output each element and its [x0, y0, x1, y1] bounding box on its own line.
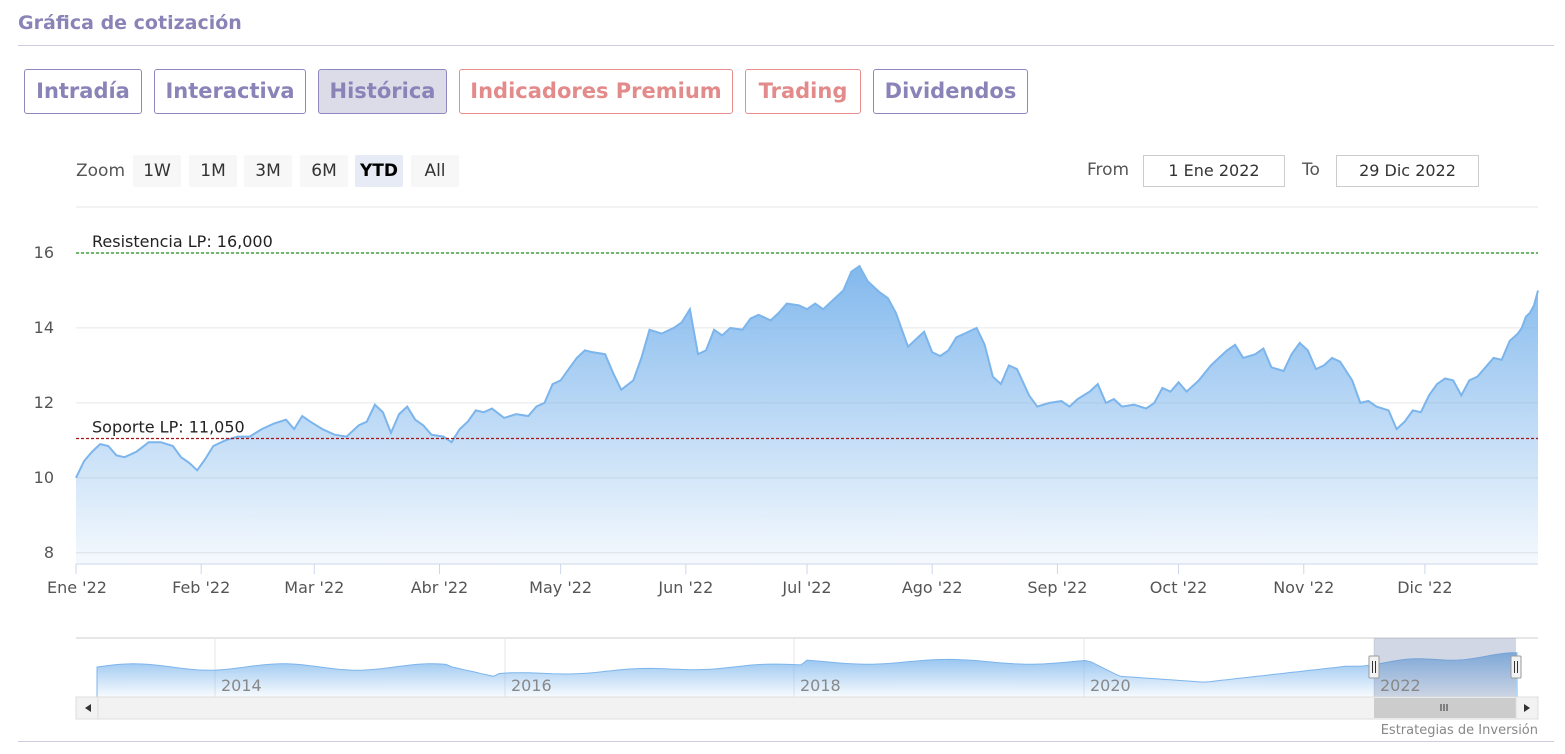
navigator-left-handle[interactable]	[1368, 655, 1380, 679]
from-date-input[interactable]: 1 Ene 2022	[1143, 155, 1285, 187]
y-tick-label: 10	[34, 468, 54, 487]
navigator-year-label: 2016	[511, 676, 552, 695]
x-tick-label: Nov '22	[1273, 578, 1334, 597]
y-tick-label: 12	[34, 393, 54, 412]
x-tick-label: Ago '22	[902, 578, 963, 597]
price-area	[76, 266, 1538, 564]
y-tick-label: 8	[44, 543, 54, 562]
title-divider	[18, 45, 1554, 46]
resistance-label: Resistencia LP: 16,000	[92, 232, 273, 251]
to-date-input[interactable]: 29 Dic 2022	[1336, 155, 1479, 187]
tab-trading[interactable]: Trading	[745, 69, 861, 114]
x-tick-label: Dic '22	[1397, 578, 1452, 597]
zoom-button-all[interactable]: All	[411, 155, 459, 187]
zoom-button-ytd[interactable]: YTD	[355, 155, 403, 187]
tab-historica[interactable]: Histórica	[318, 69, 447, 114]
navigator-year-label: 2020	[1090, 676, 1131, 695]
tab-indicadores-premium[interactable]: Indicadores Premium	[459, 69, 733, 114]
zoom-button-6m[interactable]: 6M	[300, 155, 348, 187]
navigator-series	[96, 652, 1518, 698]
arrow-left-icon	[85, 704, 91, 712]
navigator-right-handle[interactable]	[1510, 655, 1522, 679]
navigator-selection[interactable]	[1374, 638, 1516, 697]
section-title: Gráfica de cotización	[18, 12, 242, 34]
zoom-button-3m[interactable]: 3M	[244, 155, 292, 187]
x-tick-label: May '22	[529, 578, 592, 597]
scrollbar-thumb[interactable]	[1374, 698, 1516, 718]
zoom-label: Zoom	[76, 161, 126, 181]
y-tick-label: 16	[34, 243, 54, 262]
bottom-divider	[18, 741, 1554, 742]
navigator-year-label: 2022	[1380, 676, 1421, 695]
tab-intradia[interactable]: Intradía	[24, 69, 142, 114]
scrollbar[interactable]	[75, 696, 1539, 720]
zoom-button-1m[interactable]: 1M	[189, 155, 237, 187]
x-tick-label: Mar '22	[284, 578, 344, 597]
navigator-year-label: 2018	[800, 676, 841, 695]
x-tick-label: Abr '22	[411, 578, 469, 597]
navigator-year-label: 2014	[221, 676, 262, 695]
chart-credits[interactable]: Estrategias de Inversión	[1381, 723, 1538, 738]
arrow-right-icon	[1524, 704, 1530, 712]
zoom-button-1w[interactable]: 1W	[133, 155, 181, 187]
tab-interactiva[interactable]: Interactiva	[154, 69, 306, 114]
price-line	[75, 264, 1539, 479]
to-label: To	[1302, 160, 1320, 180]
x-tick-label: Jul '22	[781, 578, 831, 597]
support-label: Soporte LP: 11,050	[92, 417, 245, 436]
x-tick-label: Oct '22	[1150, 578, 1208, 597]
x-tick-label: Ene '22	[47, 578, 107, 597]
x-tick-label: Feb '22	[172, 578, 230, 597]
tab-dividendos[interactable]: Dividendos	[873, 69, 1028, 114]
from-label: From	[1087, 160, 1130, 180]
x-tick-label: Sep '22	[1027, 578, 1087, 597]
y-tick-label: 14	[34, 318, 54, 337]
navigator[interactable]: 2014 2016 2018 2020 2022	[76, 637, 1538, 698]
x-tick-label: Jun '22	[657, 578, 713, 597]
